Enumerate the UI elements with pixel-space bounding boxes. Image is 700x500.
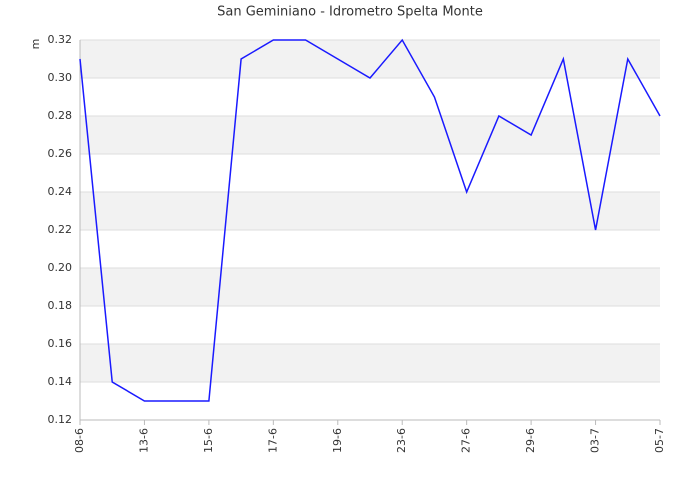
- x-tick-label: 08-6: [73, 428, 86, 453]
- y-tick-label: 0.26: [48, 147, 73, 160]
- x-tick-label: 17-6: [266, 428, 279, 453]
- grid-band: [80, 344, 660, 382]
- grid-band: [80, 268, 660, 306]
- y-tick-label: 0.24: [48, 185, 73, 198]
- data-line: [79, 38, 661, 402]
- grid-band: [80, 40, 660, 78]
- y-tick-label: 0.30: [48, 71, 73, 84]
- x-tick-label: 05-7: [653, 428, 666, 453]
- grid-band: [80, 116, 660, 154]
- x-tick-label: 27-6: [460, 428, 473, 453]
- x-tick-label: 15-6: [202, 428, 215, 453]
- y-axis-label: m: [29, 39, 42, 50]
- y-tick-label: 0.14: [48, 375, 73, 388]
- grid-band: [80, 192, 660, 230]
- y-tick-label: 0.32: [48, 33, 73, 46]
- y-tick-label: 0.16: [48, 337, 73, 350]
- y-tick-label: 0.22: [48, 223, 73, 236]
- y-tick-label: 0.12: [48, 413, 73, 426]
- y-tick-label: 0.28: [48, 109, 73, 122]
- x-tick-label: 03-7: [589, 428, 602, 453]
- x-tick-label: 29-6: [524, 428, 537, 453]
- y-tick-label: 0.20: [48, 261, 73, 274]
- chart-title: San Geminiano - Idrometro Spelta Monte: [217, 5, 483, 20]
- x-tick-label: 19-6: [331, 428, 344, 453]
- x-tick-label: 23-6: [395, 428, 408, 453]
- x-tick-label: 13-6: [137, 428, 150, 453]
- y-tick-label: 0.18: [48, 299, 73, 312]
